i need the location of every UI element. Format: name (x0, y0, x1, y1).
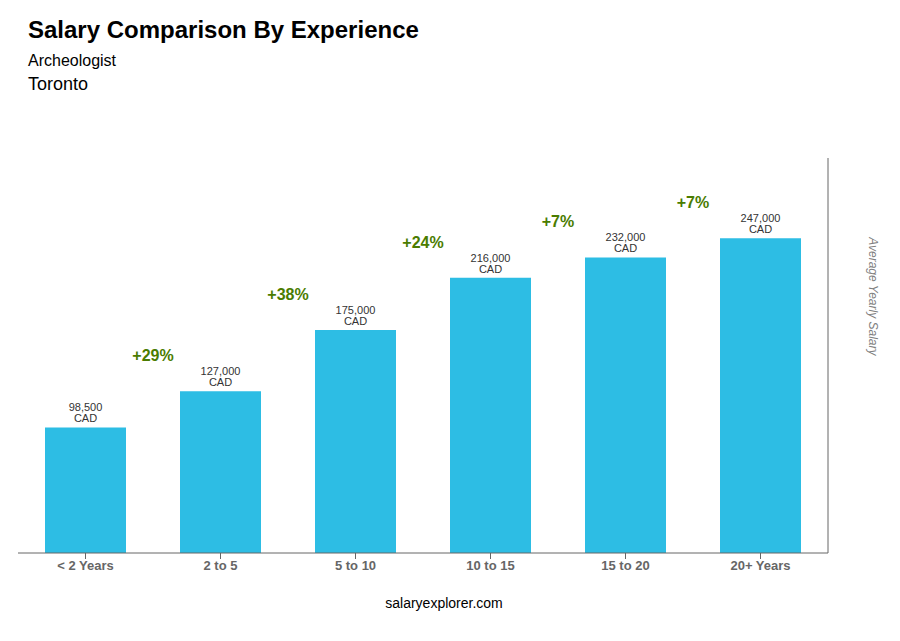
svg-text:+7%: +7% (542, 213, 574, 230)
svg-text:Average Yearly Salary: Average Yearly Salary (866, 236, 880, 356)
html-text:Salary Comparison By Experienc: Salary Comparison By Experience (28, 16, 419, 43)
svg-text:< 2 Years: < 2 Years (57, 558, 114, 573)
svg-text:+7%: +7% (677, 194, 709, 211)
svg-text:5 to 10: 5 to 10 (335, 558, 376, 573)
svg-text:10 to 15: 10 to 15 (466, 558, 514, 573)
html-text:Toronto: Toronto (28, 74, 88, 94)
svg-text:2 to 5: 2 to 5 (204, 558, 238, 573)
svg-text:20+ Years: 20+ Years (730, 558, 790, 573)
svg-text:+24%: +24% (402, 234, 443, 251)
svg-text:175,000CAD: 175,000CAD (336, 304, 376, 327)
svg-text:127,000CAD: 127,000CAD (201, 365, 241, 388)
html-text:salaryexplorer.com: salaryexplorer.com (385, 595, 503, 611)
html-text:Archeologist: Archeologist (28, 52, 116, 69)
svg-text:98,500CAD: 98,500CAD (69, 401, 103, 424)
svg-text:15 to 20: 15 to 20 (601, 558, 649, 573)
svg-text:232,000CAD: 232,000CAD (606, 231, 646, 254)
svg-text:+38%: +38% (267, 286, 308, 303)
svg-text:216,000CAD: 216,000CAD (471, 252, 511, 275)
svg-text:+29%: +29% (132, 347, 173, 364)
svg-text:247,000CAD: 247,000CAD (741, 212, 781, 235)
